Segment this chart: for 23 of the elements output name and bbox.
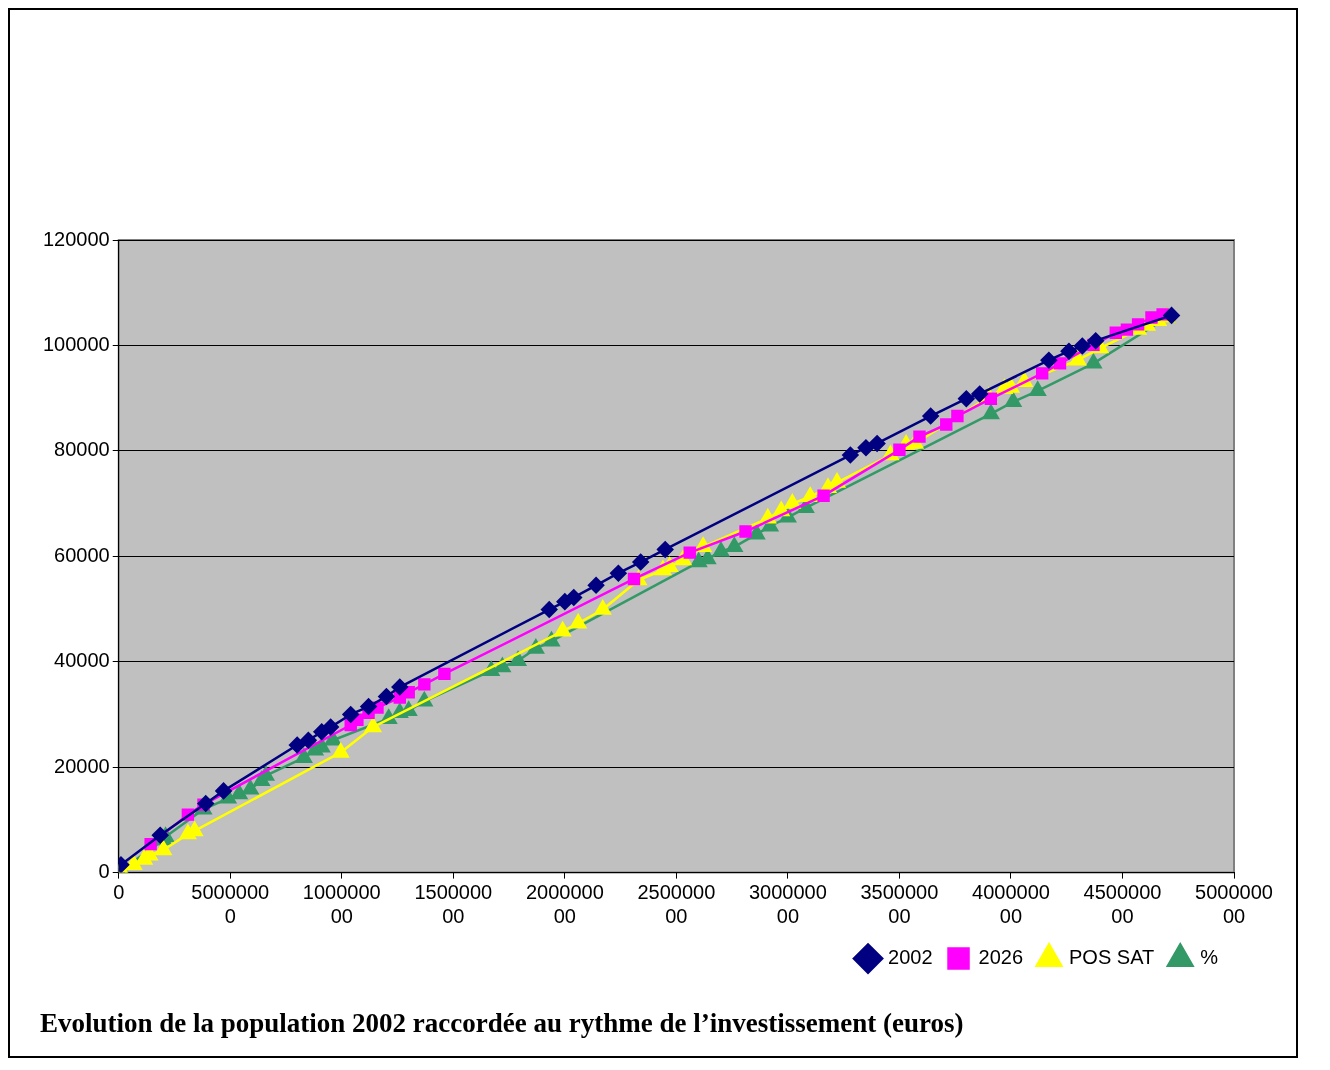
text: Evolution de la population 2002 raccordée au rythme de l’investissement (euros) (40, 1007, 964, 1038)
y-tick-label: 60000 (54, 543, 110, 566)
x-tick-label: 2000000 00 (525, 881, 604, 928)
y-tick-label: 100000 (42, 332, 110, 355)
y-tick-label: 120000 (42, 227, 110, 250)
y-tick-label: 0 (98, 860, 110, 883)
x-tick-label: 3000000 00 (748, 881, 827, 928)
x-tick-label: 5000000 0 (191, 881, 270, 928)
x-tick-label: 1500000 00 (414, 881, 493, 928)
x-tick-label: 2500000 00 (637, 881, 716, 928)
legend-label: % (1200, 946, 1219, 969)
legend-label: 2026 (978, 946, 1024, 969)
x-tick-label: 0 (113, 881, 125, 904)
x-tick-label: 4500000 00 (1083, 881, 1162, 928)
x-tick-label: 1000000 00 (302, 881, 381, 928)
x-tick-label: 5000000 00 (1195, 881, 1273, 928)
legend-label: 2002 (888, 946, 933, 969)
y-tick-label: 80000 (54, 438, 110, 461)
x-tick-label: 4000000 00 (972, 881, 1050, 928)
y-tick-label: 40000 (54, 649, 110, 672)
legend-label: POS SAT (1069, 946, 1155, 969)
x-tick-label: 3500000 00 (860, 881, 939, 928)
y-tick-label: 20000 (54, 754, 110, 777)
